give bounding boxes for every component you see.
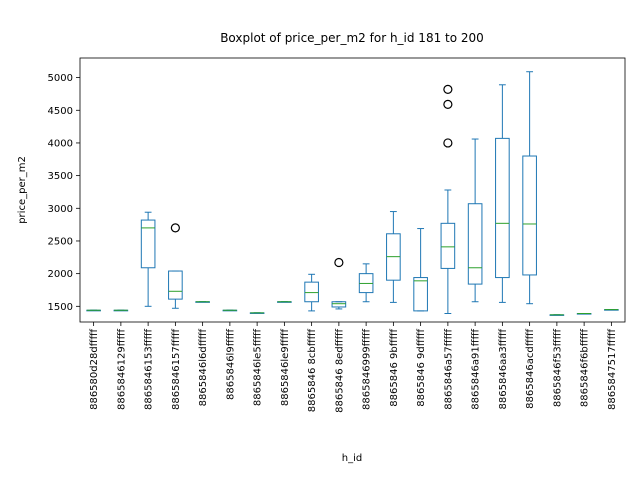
box <box>413 277 428 312</box>
box-group <box>195 301 210 303</box>
outlier-point <box>170 223 180 233</box>
x-axis: 886580d28dfffff 8865846129fffff 8865846153… <box>89 322 618 413</box>
x-tick-label: 8865846acdfffff <box>525 329 536 409</box>
x-tick-label: 8865846le9fffff <box>280 329 291 407</box>
x-tick-label: 8865846 9dfffff <box>416 329 427 407</box>
box-group <box>522 71 537 305</box>
y-tick-label: 2500 <box>48 236 73 247</box>
box-group <box>249 312 265 314</box>
y-tick-label: 1500 <box>48 302 73 313</box>
box <box>168 270 183 300</box>
y-tick-label: 2000 <box>48 269 73 280</box>
y-axis: 1500 2000 2500 3000 3500 4000 4500 5000 <box>48 73 80 313</box>
x-tick-label: 8865846153fffff <box>144 329 155 410</box>
outlier-point <box>334 257 344 268</box>
x-tick-label: 886580d28dfffff <box>89 329 100 410</box>
x-tick-label: 8865846f53fffff <box>552 329 563 408</box>
x-tick-label: 8865846aa3fffff <box>498 329 509 410</box>
x-tick-label: 8865846a57fffff <box>443 329 454 410</box>
box-group <box>331 257 347 310</box>
box-group <box>113 309 129 312</box>
box-group <box>277 301 292 303</box>
x-tick-label: 8865846 8edfffff <box>334 329 345 413</box>
x-tick-label: 8865846l9fffff <box>225 329 236 400</box>
outlier-point <box>443 138 453 148</box>
box <box>331 301 347 308</box>
y-tick-label: 3500 <box>48 171 73 182</box>
box-group <box>140 211 156 307</box>
box <box>440 222 456 269</box>
x-tick-label: 8865846129fffff <box>116 329 127 410</box>
x-tick-label: 8865846le5fffff <box>253 329 264 407</box>
x-tick-label: 8865846157fffff <box>171 329 182 410</box>
box <box>467 203 483 285</box>
outlier-point <box>443 99 453 109</box>
x-tick-label: 8865846 8cbfffff <box>307 329 318 413</box>
x-axis-label: h_id <box>342 453 362 464</box>
y-tick-label: 3000 <box>48 204 73 215</box>
x-tick-label: 8865846a91fffff <box>471 329 482 410</box>
box-group <box>549 314 565 316</box>
box-group <box>304 273 319 312</box>
box <box>140 219 156 269</box>
x-tick-label: 8865846999fffff <box>362 329 373 410</box>
x-tick-label: 8865846f6bfffff <box>580 329 591 408</box>
chart-title: Boxplot of price_per_m2 for h_id 181 to … <box>220 31 484 45</box>
plot-content <box>86 71 619 316</box>
box-group <box>440 84 456 315</box>
outlier-point <box>443 84 453 94</box>
box-group <box>495 84 510 303</box>
box-group <box>222 309 238 312</box>
box <box>304 281 319 303</box>
box-group <box>576 313 592 315</box>
y-tick-label: 5000 <box>48 73 73 84</box>
box-group <box>467 138 483 303</box>
box-group <box>413 228 428 312</box>
box <box>495 137 510 279</box>
box-group <box>358 263 374 303</box>
y-tick-label: 4500 <box>48 106 73 117</box>
x-tick-label: 8865846 9bfffff <box>389 329 400 407</box>
x-tick-label: 8865846l6dfffff <box>198 329 209 407</box>
box <box>522 155 537 276</box>
box-group <box>386 211 401 303</box>
plot-frame <box>79 57 626 323</box>
y-tick-label: 4000 <box>48 138 73 149</box>
box-group <box>86 309 101 312</box>
y-axis-label: price_per_m2 <box>17 156 28 224</box>
x-tick-label: 8865847517fffff <box>607 329 618 410</box>
box-group <box>168 223 183 309</box>
box-group <box>604 309 619 311</box>
